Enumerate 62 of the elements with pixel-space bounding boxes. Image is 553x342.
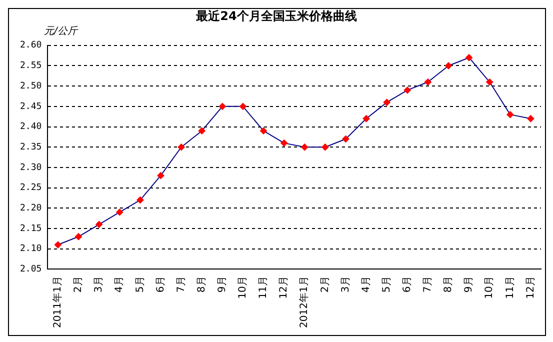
x-tick-label: 8月 xyxy=(196,276,208,293)
y-tick-label: 2.25 xyxy=(20,183,42,194)
x-tick-label: 6月 xyxy=(402,276,413,293)
y-tick-label: 2.15 xyxy=(20,224,42,234)
y-axis-title: 元/公斤 xyxy=(44,24,78,38)
x-tick-label: 3月 xyxy=(94,276,105,293)
y-tick-label: 2.45 xyxy=(20,102,42,112)
point xyxy=(54,241,62,248)
point xyxy=(116,208,124,216)
x-tick-label: 7月 xyxy=(176,276,187,293)
point xyxy=(301,144,308,151)
x-tick-label: 4月 xyxy=(360,276,372,293)
point xyxy=(466,54,473,62)
point xyxy=(445,62,452,70)
y-tick-label: 2.50 xyxy=(20,81,42,92)
y-tick-label: 2.55 xyxy=(20,61,42,72)
x-tick-label: 3月 xyxy=(340,276,352,293)
x-tick-label: 11月 xyxy=(504,276,516,299)
point xyxy=(527,115,534,122)
x-tick-label: 11月 xyxy=(258,276,270,299)
x-tick-label: 2月 xyxy=(320,276,331,293)
x-tick-label: 10月 xyxy=(484,276,496,299)
y-tick-label: 2.20 xyxy=(20,204,42,214)
x-tick-label: 2月 xyxy=(73,276,84,293)
point xyxy=(75,233,82,240)
y-tick-label: 2.35 xyxy=(20,142,42,152)
x-tick-label: 9月 xyxy=(216,276,228,293)
point xyxy=(239,102,246,110)
x-tick-label: 5月 xyxy=(381,276,392,293)
x-tick-label: 12月 xyxy=(278,276,290,299)
x-tick-label: 2011年1月 xyxy=(52,276,64,328)
point xyxy=(342,135,350,142)
x-tick-label: 2012年1月 xyxy=(298,276,310,328)
point xyxy=(157,172,164,180)
point xyxy=(260,127,268,134)
point xyxy=(506,111,514,118)
point xyxy=(280,140,288,147)
y-tick-label: 2.10 xyxy=(20,244,42,254)
x-tick-label: 12月 xyxy=(525,276,536,299)
point xyxy=(322,144,329,151)
x-tick-label: 6月 xyxy=(155,276,166,293)
y-tick-label: 2.60 xyxy=(20,40,42,51)
point xyxy=(404,86,411,94)
x-tick-label: 4月 xyxy=(114,276,126,293)
x-tick-label: 5月 xyxy=(134,276,146,293)
y-tick-label: 2.05 xyxy=(20,264,42,275)
point xyxy=(178,144,185,151)
x-tick-label: 10月 xyxy=(238,276,249,299)
point xyxy=(198,127,206,134)
point xyxy=(96,220,103,228)
x-tick-label: 8月 xyxy=(443,276,454,293)
y-tick-label: 2.40 xyxy=(20,122,42,132)
point xyxy=(486,78,494,86)
chart-title: 最近24个月全国玉米价格曲线 xyxy=(195,8,358,25)
point xyxy=(362,115,370,122)
point xyxy=(383,98,390,106)
point xyxy=(218,102,226,110)
x-tick-label: 7月 xyxy=(422,276,434,293)
point xyxy=(424,78,432,86)
x-tick-label: 9月 xyxy=(464,276,475,293)
point xyxy=(136,196,144,204)
y-tick-label: 2.30 xyxy=(20,162,42,173)
